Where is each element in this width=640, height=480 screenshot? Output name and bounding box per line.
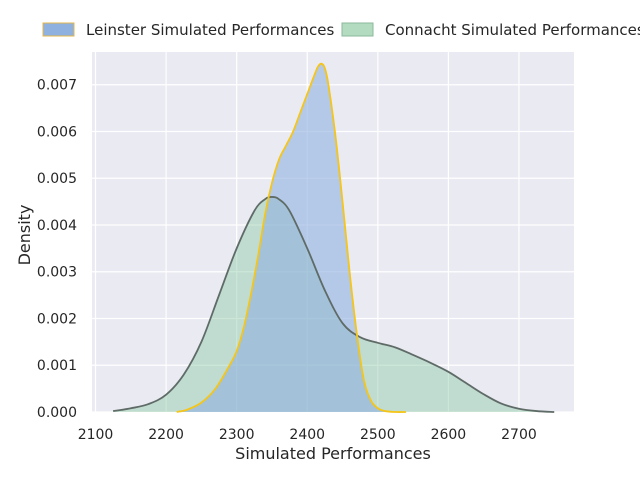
x-tick-label: 2300 bbox=[219, 427, 255, 443]
y-tick-label: 0.002 bbox=[37, 311, 77, 327]
x-axis-label: Simulated Performances bbox=[235, 444, 431, 463]
legend: Leinster Simulated Performances Connacht… bbox=[42, 21, 640, 39]
legend-label-leinster: Leinster Simulated Performances bbox=[86, 21, 334, 39]
x-tick-label: 2700 bbox=[501, 427, 537, 443]
density-line-connacht bbox=[113, 196, 555, 413]
y-tick-label: 0.004 bbox=[37, 218, 77, 234]
y-tick-label: 0.001 bbox=[37, 358, 77, 374]
y-tick-label: 0.005 bbox=[37, 171, 77, 187]
density-series bbox=[113, 62, 555, 413]
y-tick-label: 0.007 bbox=[37, 78, 77, 94]
y-tick-label: 0.006 bbox=[37, 124, 77, 140]
x-tick-label: 2100 bbox=[78, 427, 114, 443]
x-tick-label: 2400 bbox=[289, 427, 325, 443]
y-axis-ticks: 0.000 0.001 0.002 0.003 0.004 0.005 0.006 0.007 bbox=[37, 78, 77, 421]
density-area-leinster bbox=[176, 63, 407, 413]
density-line-leinster bbox=[176, 62, 407, 413]
x-tick-label: 2200 bbox=[148, 427, 184, 443]
density-area-connacht bbox=[113, 196, 555, 412]
y-tick-label: 0.000 bbox=[37, 405, 77, 421]
x-tick-label: 2600 bbox=[431, 427, 467, 443]
x-tick-label: 2500 bbox=[360, 427, 396, 443]
legend-swatch-connacht bbox=[341, 22, 374, 37]
y-tick-label: 0.003 bbox=[37, 265, 77, 281]
x-axis-ticks: 2100 2200 2300 2400 2500 2600 2700 bbox=[78, 427, 537, 443]
y-axis-label: Density bbox=[15, 205, 34, 266]
legend-label-connacht: Connacht Simulated Performances bbox=[385, 21, 640, 39]
legend-swatch-leinster bbox=[42, 22, 75, 37]
